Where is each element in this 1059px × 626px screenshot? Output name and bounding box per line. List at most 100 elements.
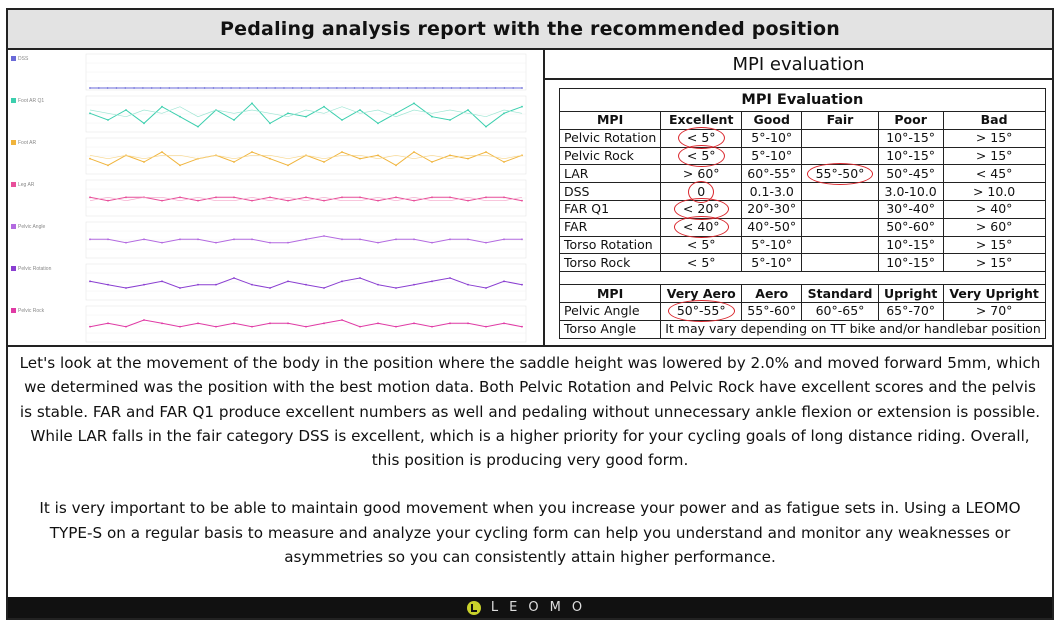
mini-chart-point xyxy=(133,87,135,89)
mpi-cell-bad: > 10.0 xyxy=(942,182,1046,201)
mini-chart-point xyxy=(431,115,433,118)
mini-chart-point xyxy=(341,280,343,283)
mini-chart-point xyxy=(251,102,253,105)
mpi-cell-excellent: < 5° xyxy=(660,144,743,167)
mini-chart-point xyxy=(341,196,343,199)
mini-chart-point xyxy=(287,199,289,202)
mini-chart-point xyxy=(107,164,109,167)
mini-chart-point xyxy=(269,196,271,199)
mini-chart-point xyxy=(512,87,515,89)
mini-chart-point xyxy=(179,287,181,289)
pelvic-angle-aero: 55°-60° xyxy=(741,301,803,321)
mini-chart-point xyxy=(197,283,199,286)
mpi-cell-bad: > 15° xyxy=(942,128,1046,148)
mini-chart-point xyxy=(305,115,307,118)
mini-chart-point xyxy=(89,280,91,283)
mini-chart-point xyxy=(161,280,163,283)
mini-chart-point xyxy=(89,112,91,115)
mini-chart-point xyxy=(247,87,250,89)
mini-chart-point xyxy=(269,157,271,160)
mini-chart-swatch xyxy=(11,182,16,187)
mini-chart-point xyxy=(305,325,307,328)
mini-chart-swatch xyxy=(11,140,16,145)
mpi-row: Torso Rotation < 5° 5°-10° 10°-15° > 15° xyxy=(558,235,1046,255)
mini-chart-point xyxy=(397,87,400,89)
mpi-cell-good: 5°-10° xyxy=(741,128,803,148)
pelvic-angle-row: Pelvic Angle 50°-55° 55°-60° 60°-65° 65°… xyxy=(558,300,1046,323)
mini-chart-point xyxy=(215,325,217,328)
mini-chart-point xyxy=(359,157,361,160)
mini-chart-point xyxy=(269,322,271,325)
mini-chart-point xyxy=(377,241,379,244)
mini-chart-point xyxy=(215,283,217,286)
mini-chart-point xyxy=(161,151,163,153)
mpi-row-label: FAR xyxy=(558,217,662,237)
mini-chart-point xyxy=(197,238,199,241)
mini-chart-point xyxy=(168,87,171,89)
pelvic-angle-very-aero-value: 50°-55° xyxy=(667,300,735,323)
mini-chart-title: Leg AR xyxy=(18,182,35,188)
mini-chart-point xyxy=(161,241,163,244)
mini-chart-point xyxy=(251,238,253,241)
mpi-cell-fair xyxy=(801,235,879,255)
mpi-cell-bad: > 15° xyxy=(942,253,1046,273)
mpi-circled-value: < 5° xyxy=(678,144,725,167)
mini-chart-point xyxy=(305,238,307,241)
mini-chart-point xyxy=(413,199,415,202)
mini-chart-point xyxy=(485,151,487,153)
title-bar: Pedaling analysis report with the recomm… xyxy=(8,10,1052,50)
analysis-paragraph-2: It is very important to be able to maint… xyxy=(39,499,1021,567)
mini-chart-point xyxy=(143,283,145,286)
mini-chart-point xyxy=(449,119,451,121)
mini-chart-point xyxy=(233,238,235,241)
mini-chart-point xyxy=(377,283,379,286)
mini-chart-point xyxy=(353,87,356,89)
mini-chart-point xyxy=(413,102,415,105)
mini-chart-point xyxy=(221,87,224,89)
mini-chart-point xyxy=(291,87,294,89)
mini-chart-series-line xyxy=(89,154,523,160)
torso-angle-note: It may vary depending on TT bike and/or … xyxy=(660,319,1046,339)
mini-chart-point xyxy=(179,115,181,118)
mini-chart-point xyxy=(485,287,487,289)
mini-chart-point xyxy=(141,87,144,89)
position-header-2: Aero xyxy=(741,284,803,303)
mini-chart-point xyxy=(341,151,343,153)
mpi-cell-fair xyxy=(801,217,879,237)
mpi-cell-excellent: < 40° xyxy=(660,216,743,239)
mini-chart-point xyxy=(125,325,127,328)
mini-chart-point xyxy=(197,125,199,128)
mini-chart-point xyxy=(269,122,271,125)
mini-chart-point xyxy=(179,238,181,241)
mini-chart-point xyxy=(395,325,397,328)
mini-chart-point xyxy=(477,87,479,89)
motion-charts: DSS Foot AR Q1 Foot AR Leg AR Pelvic Angle Pe… xyxy=(11,53,527,343)
mpi-evaluation-table: MPI Evaluation MPI Excellent Good Fair Poor B… xyxy=(558,88,1046,339)
mpi-row: FAR < 40° 40°-50° 50°-60° > 60° xyxy=(558,216,1046,239)
analysis-text: Let's look at the movement of the body i… xyxy=(8,345,1052,601)
mini-chart-point xyxy=(450,87,453,89)
mpi-cell-fair xyxy=(801,253,879,273)
mini-chart-point xyxy=(449,277,451,279)
mini-chart-point xyxy=(203,87,206,89)
mini-chart-point xyxy=(161,105,163,108)
mini-chart-series-line xyxy=(89,196,523,202)
mini-chart-title: Pelvic Rock xyxy=(18,308,45,314)
mpi-header-4: Poor xyxy=(877,111,944,130)
mini-chart-point xyxy=(431,241,433,244)
mini-chart-point xyxy=(106,87,109,89)
mini-chart: Pelvic Angle xyxy=(11,221,527,259)
mini-chart-point xyxy=(467,238,469,241)
mpi-row-label: Torso Rock xyxy=(558,253,662,273)
mpi-cell-fair xyxy=(801,199,879,219)
mini-chart-point xyxy=(287,280,289,283)
mini-chart-point xyxy=(467,322,469,325)
mini-chart-point xyxy=(89,238,91,241)
mpi-cell-good: 0.1-3.0 xyxy=(741,182,803,201)
mini-chart: Pelvic Rock xyxy=(11,305,527,343)
position-header-4: Upright xyxy=(877,284,944,303)
mini-chart-point xyxy=(107,199,109,202)
mini-chart-point xyxy=(371,87,374,89)
mini-chart-series-line xyxy=(89,106,523,118)
mini-chart-point xyxy=(97,87,100,89)
